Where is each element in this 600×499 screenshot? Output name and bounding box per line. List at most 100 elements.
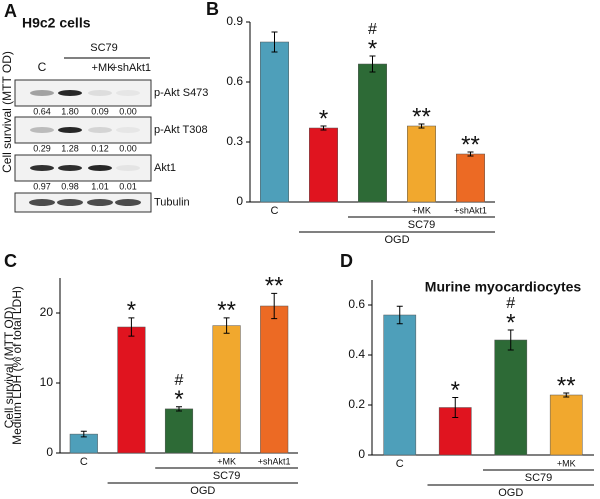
band	[88, 165, 112, 171]
band	[30, 127, 54, 133]
bar	[456, 153, 485, 203]
bar	[164, 408, 194, 454]
y-axis-label: Cell survival (MTT OD)	[0, 51, 14, 173]
group-label: SC79	[525, 472, 553, 484]
group-label: SC79	[408, 219, 436, 231]
x-tick-label: +MK	[412, 205, 431, 215]
x-tick-label: +shAkt1	[454, 205, 487, 215]
band	[115, 199, 141, 206]
annotation: #	[506, 295, 515, 312]
densitometry: 0.29	[33, 143, 51, 153]
error-bar	[452, 397, 459, 418]
x-tick-label: C	[396, 458, 404, 470]
error-bar	[418, 123, 425, 129]
annotation: *	[368, 35, 377, 62]
band	[116, 90, 140, 96]
y-tick-label: 0.9	[226, 14, 243, 28]
annotation: **	[265, 273, 284, 300]
band	[88, 90, 112, 96]
blot-row-label: p-Akt T308	[154, 124, 208, 136]
band	[58, 165, 82, 171]
error-bar	[128, 317, 135, 337]
bar	[117, 326, 146, 454]
x-tick-label: +MK	[217, 456, 236, 466]
bar	[383, 314, 417, 456]
annotation: *	[174, 386, 183, 413]
lane-label: +MK	[92, 62, 116, 74]
error-bar	[507, 329, 514, 351]
densitometry: 0.12	[91, 143, 109, 153]
densitometry: 0.00	[119, 143, 137, 153]
bar	[494, 339, 528, 456]
y-tick-label: 0.2	[348, 397, 365, 411]
error-bar	[320, 125, 327, 131]
error-bar	[396, 305, 403, 325]
y-axis-label: Cell survival (MTT OD)	[2, 307, 16, 429]
y-tick-label: 10	[40, 375, 54, 389]
group-label: OGD	[190, 485, 215, 497]
band	[116, 127, 140, 133]
densitometry: 0.64	[33, 106, 51, 116]
band	[57, 199, 83, 206]
annotation: *	[127, 297, 136, 324]
band	[29, 199, 55, 206]
annotation: #	[175, 372, 184, 389]
y-tick-label: 0.6	[348, 297, 365, 311]
group-label: SC79	[213, 470, 241, 482]
blot-frame	[14, 116, 152, 144]
band	[30, 165, 54, 171]
band	[58, 127, 82, 133]
bar	[358, 63, 387, 203]
densitometry: 1.28	[61, 143, 79, 153]
group-label: OGD	[498, 487, 523, 499]
densitometry: 0.98	[61, 181, 79, 191]
blot-row-label: Tubulin	[154, 196, 190, 208]
x-tick-label: C	[271, 205, 279, 217]
annotation: *	[451, 377, 460, 404]
annotation: *	[319, 105, 328, 132]
panel-label: B	[206, 0, 219, 19]
error-bar	[271, 292, 278, 320]
x-tick-label: +shAkt1	[258, 456, 291, 466]
error-bar	[271, 31, 278, 53]
densitometry: 1.80	[61, 106, 79, 116]
y-tick-label: 0	[358, 447, 365, 461]
group-label: OGD	[384, 234, 409, 246]
bar	[260, 41, 289, 203]
densitometry: 0.97	[33, 181, 51, 191]
lane-label: C	[38, 60, 47, 74]
y-tick-label: 0	[236, 194, 243, 208]
densitometry: 0.00	[119, 106, 137, 116]
band	[88, 127, 112, 133]
y-tick-label: 20	[40, 305, 54, 319]
annotation: **	[217, 297, 236, 324]
band	[30, 90, 54, 96]
band	[87, 199, 113, 206]
error-bar	[80, 430, 87, 438]
blot-row-label: Akt1	[154, 162, 176, 174]
densitometry: 1.01	[91, 181, 109, 191]
error-bar	[369, 55, 376, 73]
y-tick-label: 0.6	[226, 74, 243, 88]
annotation: **	[412, 103, 431, 130]
blot-title: H9c2 cells	[22, 15, 91, 31]
panel-label: A	[4, 1, 17, 21]
bar	[212, 325, 241, 454]
bar	[309, 127, 338, 203]
panel-label: C	[4, 251, 17, 271]
y-tick-label: 0.4	[348, 347, 365, 361]
densitometry: 0.01	[119, 181, 137, 191]
x-tick-label: +MK	[557, 458, 576, 468]
band	[58, 90, 82, 96]
densitometry: 0.09	[91, 106, 109, 116]
bar	[549, 394, 583, 456]
annotation: **	[557, 372, 576, 399]
blot-row-label: p-Akt S473	[154, 87, 208, 99]
bar	[407, 125, 436, 203]
error-bar	[223, 317, 230, 334]
error-bar	[176, 406, 182, 412]
error-bar	[467, 151, 474, 157]
panel-label: D	[340, 251, 353, 271]
blot-frame	[14, 79, 152, 107]
